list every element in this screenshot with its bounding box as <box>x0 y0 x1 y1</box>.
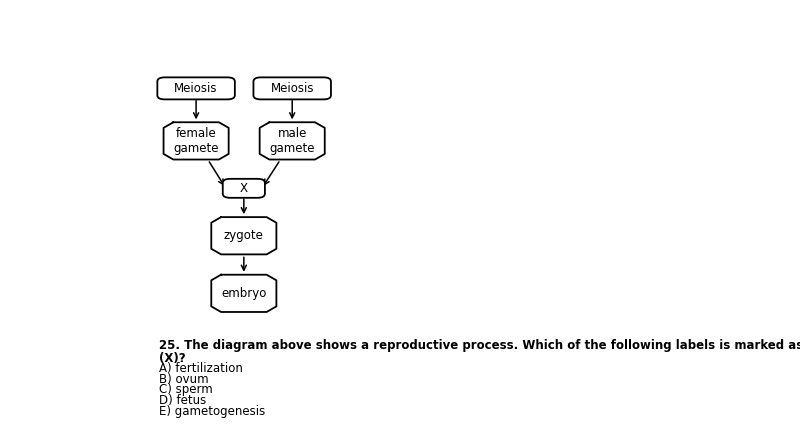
Text: Meiosis: Meiosis <box>270 82 314 95</box>
Text: female
gamete: female gamete <box>174 127 219 155</box>
Text: embryo: embryo <box>221 287 266 300</box>
Text: B) ovum: B) ovum <box>159 373 209 385</box>
Polygon shape <box>211 217 276 254</box>
FancyBboxPatch shape <box>222 179 265 198</box>
Text: C) sperm: C) sperm <box>159 384 213 396</box>
Text: X: X <box>240 182 248 195</box>
Text: (X)?: (X)? <box>159 352 186 365</box>
FancyBboxPatch shape <box>158 77 235 99</box>
Polygon shape <box>163 122 229 160</box>
Text: 25. The diagram above shows a reproductive process. Which of the following label: 25. The diagram above shows a reproducti… <box>159 339 800 352</box>
Text: male
gamete: male gamete <box>270 127 315 155</box>
FancyBboxPatch shape <box>254 77 331 99</box>
Text: D) fetus: D) fetus <box>159 394 206 407</box>
Text: zygote: zygote <box>224 229 264 242</box>
Text: A) fertilization: A) fertilization <box>159 362 242 375</box>
Text: E) gametogenesis: E) gametogenesis <box>159 405 265 418</box>
Text: Meiosis: Meiosis <box>174 82 218 95</box>
Polygon shape <box>211 275 276 312</box>
Polygon shape <box>260 122 325 160</box>
